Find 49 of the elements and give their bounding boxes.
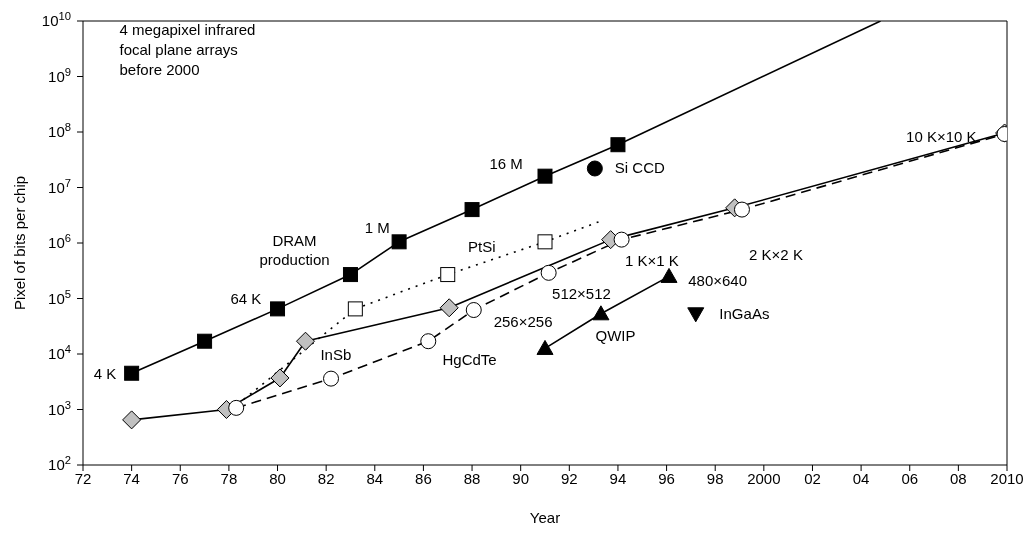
annotation: 10 K×10 K bbox=[906, 128, 977, 146]
x-tick-label: 2010 bbox=[990, 469, 1024, 487]
x-tick-label: 96 bbox=[658, 469, 675, 487]
y-tick-label: 10$^{5}$ bbox=[48, 287, 71, 307]
annotation: InGaAs bbox=[719, 304, 770, 322]
y-tick-label: 10$^{8}$ bbox=[48, 121, 71, 140]
x-tick-label: 98 bbox=[706, 469, 724, 487]
y-axis-title: Pixel of bits per chip bbox=[11, 175, 29, 311]
x-tick-label: 94 bbox=[609, 469, 627, 487]
x-tick-label: 72 bbox=[74, 469, 92, 487]
annotation: 256×256 bbox=[493, 312, 553, 330]
annotation: HgCdTe bbox=[442, 350, 497, 368]
y-tick-label: 10$^{7}$ bbox=[48, 176, 71, 196]
x-tick-label: 82 bbox=[317, 469, 335, 487]
y-tick-label: 10$^{4}$ bbox=[48, 343, 71, 362]
y-tick-label: 10$^{2}$ bbox=[48, 454, 71, 473]
y-tick-label: 10$^{9}$ bbox=[48, 65, 71, 85]
x-tick-label: 76 bbox=[171, 469, 189, 487]
annotation: 4 K bbox=[93, 365, 117, 383]
x-tick-label: 88 bbox=[463, 469, 481, 487]
annotation: 64 K bbox=[230, 289, 262, 307]
x-axis-title: Year bbox=[529, 509, 561, 526]
annotation: 512×512 bbox=[552, 285, 611, 303]
annotation: 480×640 bbox=[688, 271, 748, 289]
annotation: 2 K×2 K bbox=[749, 245, 803, 263]
annotation: QWIP bbox=[595, 327, 636, 345]
y-tick-label: 10$^{6}$ bbox=[48, 232, 71, 251]
x-tick-label: 74 bbox=[123, 469, 140, 487]
x-tick-label: 80 bbox=[269, 469, 286, 487]
x-tick-label: 04 bbox=[852, 469, 870, 487]
annotation: 16 M bbox=[489, 154, 523, 172]
annotation: 1 M bbox=[364, 218, 390, 236]
annotation: 4 megapixel infrared focal plane arrays before 2000 bbox=[119, 21, 256, 79]
y-tick-label: 10$^{10}$ bbox=[41, 10, 71, 29]
x-tick-label: 06 bbox=[901, 469, 919, 487]
x-tick-label: 02 bbox=[804, 469, 821, 487]
x-tick-label: 08 bbox=[950, 469, 967, 487]
annotation: Si CCD bbox=[614, 159, 665, 177]
x-tick-label: 92 bbox=[560, 469, 578, 487]
y-tick-label: 10$^{3}$ bbox=[48, 398, 71, 418]
x-tick-label: 90 bbox=[512, 469, 530, 487]
annotation: PtSi bbox=[468, 238, 496, 256]
x-tick-label: 84 bbox=[366, 469, 384, 487]
x-tick-label: 86 bbox=[415, 469, 432, 487]
x-tick-label: 78 bbox=[220, 469, 238, 487]
annotation: DRAM production bbox=[259, 231, 330, 268]
annotation: 1 K×1 K bbox=[625, 252, 679, 270]
x-tick-label: 2000 bbox=[747, 469, 781, 487]
annotation: InSb bbox=[320, 345, 352, 363]
